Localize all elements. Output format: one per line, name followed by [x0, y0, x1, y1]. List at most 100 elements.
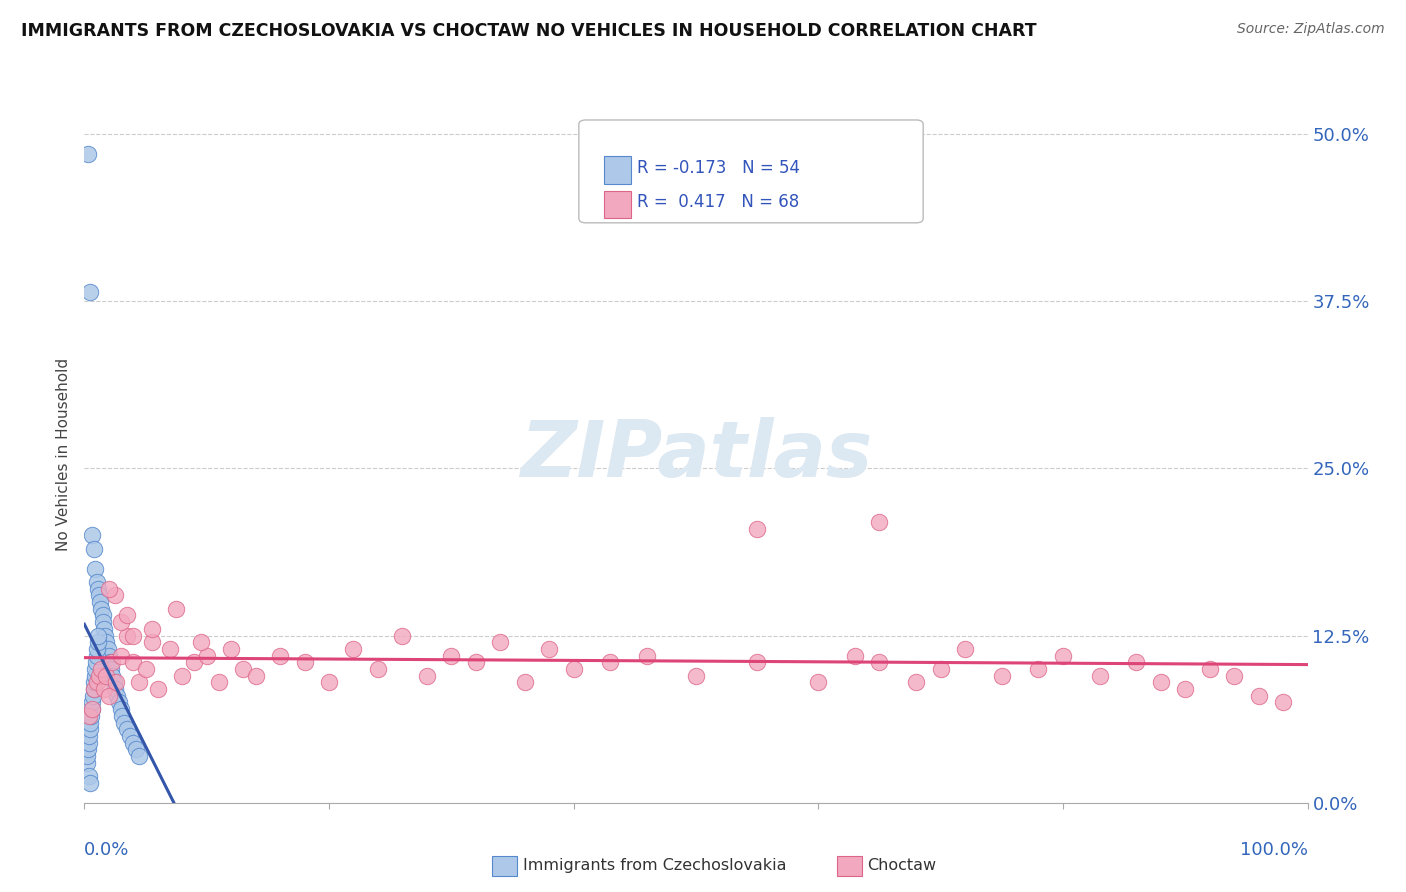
Point — [82, 696, 104, 710]
Point — [77, 769, 100, 783]
Point — [685, 669, 707, 683]
Point — [110, 648, 132, 663]
Point — [208, 675, 231, 690]
Point — [391, 628, 413, 642]
Point — [464, 655, 486, 669]
Point — [86, 648, 108, 663]
Point — [98, 655, 121, 669]
Point — [115, 608, 138, 623]
Point — [318, 675, 340, 690]
Point — [111, 708, 134, 723]
Point — [599, 655, 621, 669]
Text: R = -0.173   N = 54: R = -0.173 N = 54 — [637, 159, 800, 177]
Point — [141, 622, 163, 636]
Point — [128, 749, 150, 764]
Point — [80, 528, 103, 542]
Y-axis label: No Vehicles in Household: No Vehicles in Household — [56, 359, 72, 551]
Text: R =  0.417   N = 68: R = 0.417 N = 68 — [637, 194, 800, 211]
Point — [94, 628, 117, 642]
Point — [91, 615, 114, 630]
Point — [1125, 655, 1147, 669]
Point — [87, 628, 110, 642]
Point — [91, 608, 114, 623]
Point — [367, 662, 389, 676]
Point — [97, 648, 120, 663]
Point — [101, 669, 124, 683]
Point — [122, 655, 145, 669]
Point — [107, 696, 129, 710]
Point — [77, 729, 100, 743]
Point — [77, 735, 100, 749]
Point — [90, 662, 112, 676]
Point — [1088, 669, 1111, 683]
Point — [96, 669, 118, 683]
Point — [97, 582, 120, 596]
Point — [159, 642, 181, 657]
Point — [1150, 675, 1173, 690]
Point — [77, 708, 100, 723]
Text: IMMIGRANTS FROM CZECHOSLOVAKIA VS CHOCTAW NO VEHICLES IN HOUSEHOLD CORRELATION C: IMMIGRANTS FROM CZECHOSLOVAKIA VS CHOCTA… — [21, 22, 1036, 40]
Point — [172, 669, 194, 683]
Point — [489, 635, 512, 649]
Point — [195, 648, 218, 663]
Point — [844, 648, 866, 663]
Point — [440, 648, 463, 663]
Point — [1174, 681, 1197, 696]
Point — [538, 642, 561, 657]
Point — [747, 655, 769, 669]
Point — [84, 662, 107, 676]
Point — [165, 601, 187, 615]
Point — [101, 655, 124, 669]
Point — [953, 642, 976, 657]
Point — [294, 655, 316, 669]
Point — [84, 562, 107, 576]
Point — [342, 642, 364, 657]
Point — [97, 642, 120, 657]
Point — [112, 715, 135, 730]
Point — [97, 689, 120, 703]
Point — [86, 574, 108, 589]
Point — [1052, 648, 1074, 663]
Point — [125, 742, 148, 756]
Point — [110, 615, 132, 630]
Point — [122, 628, 145, 642]
Point — [1223, 669, 1246, 683]
Point — [807, 675, 830, 690]
Point — [104, 681, 127, 696]
Point — [96, 635, 118, 649]
Point — [76, 756, 98, 770]
Point — [87, 669, 110, 683]
Point — [245, 669, 267, 683]
Point — [869, 655, 891, 669]
Point — [869, 515, 891, 529]
Point — [190, 635, 212, 649]
Point — [929, 662, 952, 676]
Point — [87, 582, 110, 596]
Point — [82, 689, 104, 703]
Text: 0.0%: 0.0% — [84, 841, 129, 859]
Point — [79, 723, 101, 737]
Point — [416, 669, 439, 683]
Point — [1198, 662, 1220, 676]
Point — [636, 648, 658, 663]
Point — [905, 675, 928, 690]
Text: Source: ZipAtlas.com: Source: ZipAtlas.com — [1237, 22, 1385, 37]
Point — [1028, 662, 1050, 676]
Point — [80, 708, 103, 723]
Point — [79, 775, 101, 790]
Point — [79, 715, 101, 730]
Point — [86, 642, 108, 657]
Point — [141, 635, 163, 649]
Text: Immigrants from Czechoslovakia: Immigrants from Czechoslovakia — [523, 858, 786, 872]
Point — [86, 675, 108, 690]
Point — [991, 669, 1014, 683]
Point — [1247, 689, 1270, 703]
Text: Choctaw: Choctaw — [868, 858, 936, 872]
Point — [183, 655, 205, 669]
Point — [87, 635, 110, 649]
Point — [146, 681, 169, 696]
Point — [83, 675, 105, 690]
Point — [269, 648, 291, 663]
Point — [105, 689, 128, 703]
Point — [77, 742, 100, 756]
